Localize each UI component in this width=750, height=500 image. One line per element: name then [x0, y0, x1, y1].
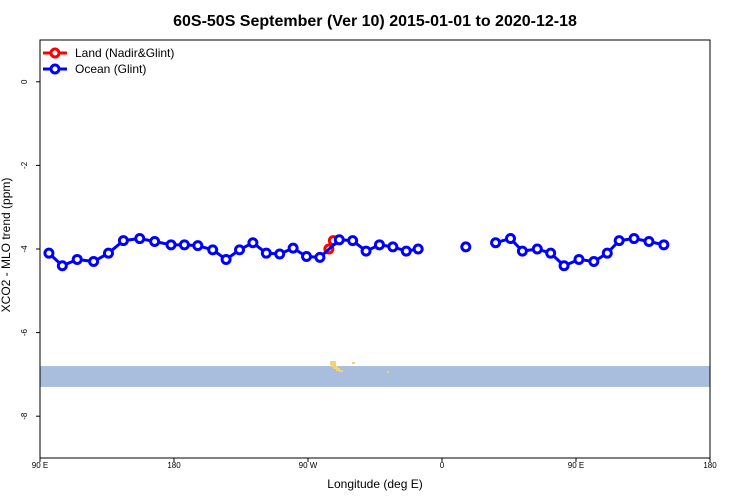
data-point	[117, 235, 129, 247]
map-land	[330, 361, 389, 373]
y-tick-label: -8	[20, 412, 29, 420]
x-tick-label: 0	[440, 461, 445, 470]
legend-label-land: Land (Nadir&Glint)	[75, 46, 174, 60]
map-land-patch	[333, 366, 338, 369]
data-point	[613, 235, 625, 247]
y-tick-label: -2	[20, 161, 29, 169]
data-point	[360, 245, 372, 257]
map-land-patch	[330, 361, 336, 365]
data-point	[43, 247, 55, 259]
data-point	[545, 247, 557, 259]
data-point	[207, 244, 219, 256]
x-tick-label: 180	[167, 461, 181, 470]
x-tick-label: 90 W	[299, 461, 318, 470]
data-point	[247, 237, 259, 249]
y-tick-label: -6	[20, 328, 29, 336]
map-land-patch	[352, 362, 355, 364]
x-tick-label: 90 E	[32, 461, 48, 470]
x-axis-label: Longitude (deg E)	[327, 477, 422, 491]
data-point	[301, 251, 313, 263]
data-point	[192, 240, 204, 252]
data-point	[274, 248, 286, 260]
data-point	[314, 251, 326, 263]
legend-swatch-land-marker	[49, 47, 61, 59]
data-point	[412, 243, 424, 255]
data-point	[573, 253, 585, 265]
legend-swatch-ocean-marker	[49, 63, 61, 75]
data-point	[658, 239, 670, 251]
data-point	[333, 234, 345, 246]
map-land-patch	[331, 364, 336, 367]
y-axis: 0 -2 -4 -6 -8	[20, 79, 40, 420]
data-point	[558, 260, 570, 272]
series-layer	[43, 233, 670, 272]
y-tick-label: 0	[20, 79, 29, 84]
data-point	[88, 256, 100, 268]
data-point	[260, 247, 272, 259]
x-tick-label: 180	[703, 461, 717, 470]
data-point	[601, 247, 613, 259]
map-land-patch	[336, 368, 340, 371]
data-point	[490, 237, 502, 249]
data-point	[71, 253, 83, 265]
legend: Land (Nadir&Glint) Ocean (Glint)	[43, 46, 174, 76]
data-point	[102, 247, 114, 259]
data-point	[588, 256, 600, 268]
legend-entry-ocean: Ocean (Glint)	[43, 62, 146, 76]
data-point	[234, 244, 246, 256]
data-point	[178, 239, 190, 251]
map-land-patch	[387, 371, 389, 373]
data-point	[373, 239, 385, 251]
x-axis: 90 E 180 90 W 0 90 E 180	[32, 458, 717, 470]
data-point	[347, 235, 359, 247]
data-point	[516, 245, 528, 257]
data-point	[643, 235, 655, 247]
data-point	[220, 253, 232, 265]
data-point	[56, 260, 68, 272]
map-band	[40, 366, 710, 387]
data-point	[387, 241, 399, 253]
x-tick-label: 90 E	[568, 461, 584, 470]
series-ocean	[43, 233, 670, 272]
data-point	[165, 239, 177, 251]
legend-entry-land: Land (Nadir&Glint)	[43, 46, 174, 60]
chart-title: 60S-50S September (Ver 10) 2015-01-01 to…	[173, 13, 577, 30]
legend-label-ocean: Ocean (Glint)	[75, 62, 146, 76]
map-land-patch	[339, 370, 343, 372]
y-axis-label: XCO2 - MLO trend (ppm)	[0, 178, 13, 313]
data-point	[628, 233, 640, 245]
data-point	[531, 243, 543, 255]
data-point	[504, 233, 516, 245]
data-point	[460, 241, 472, 253]
data-point	[134, 233, 146, 245]
data-point	[149, 235, 161, 247]
data-point	[400, 245, 412, 257]
y-tick-label: -4	[20, 245, 29, 253]
data-point	[287, 242, 299, 254]
